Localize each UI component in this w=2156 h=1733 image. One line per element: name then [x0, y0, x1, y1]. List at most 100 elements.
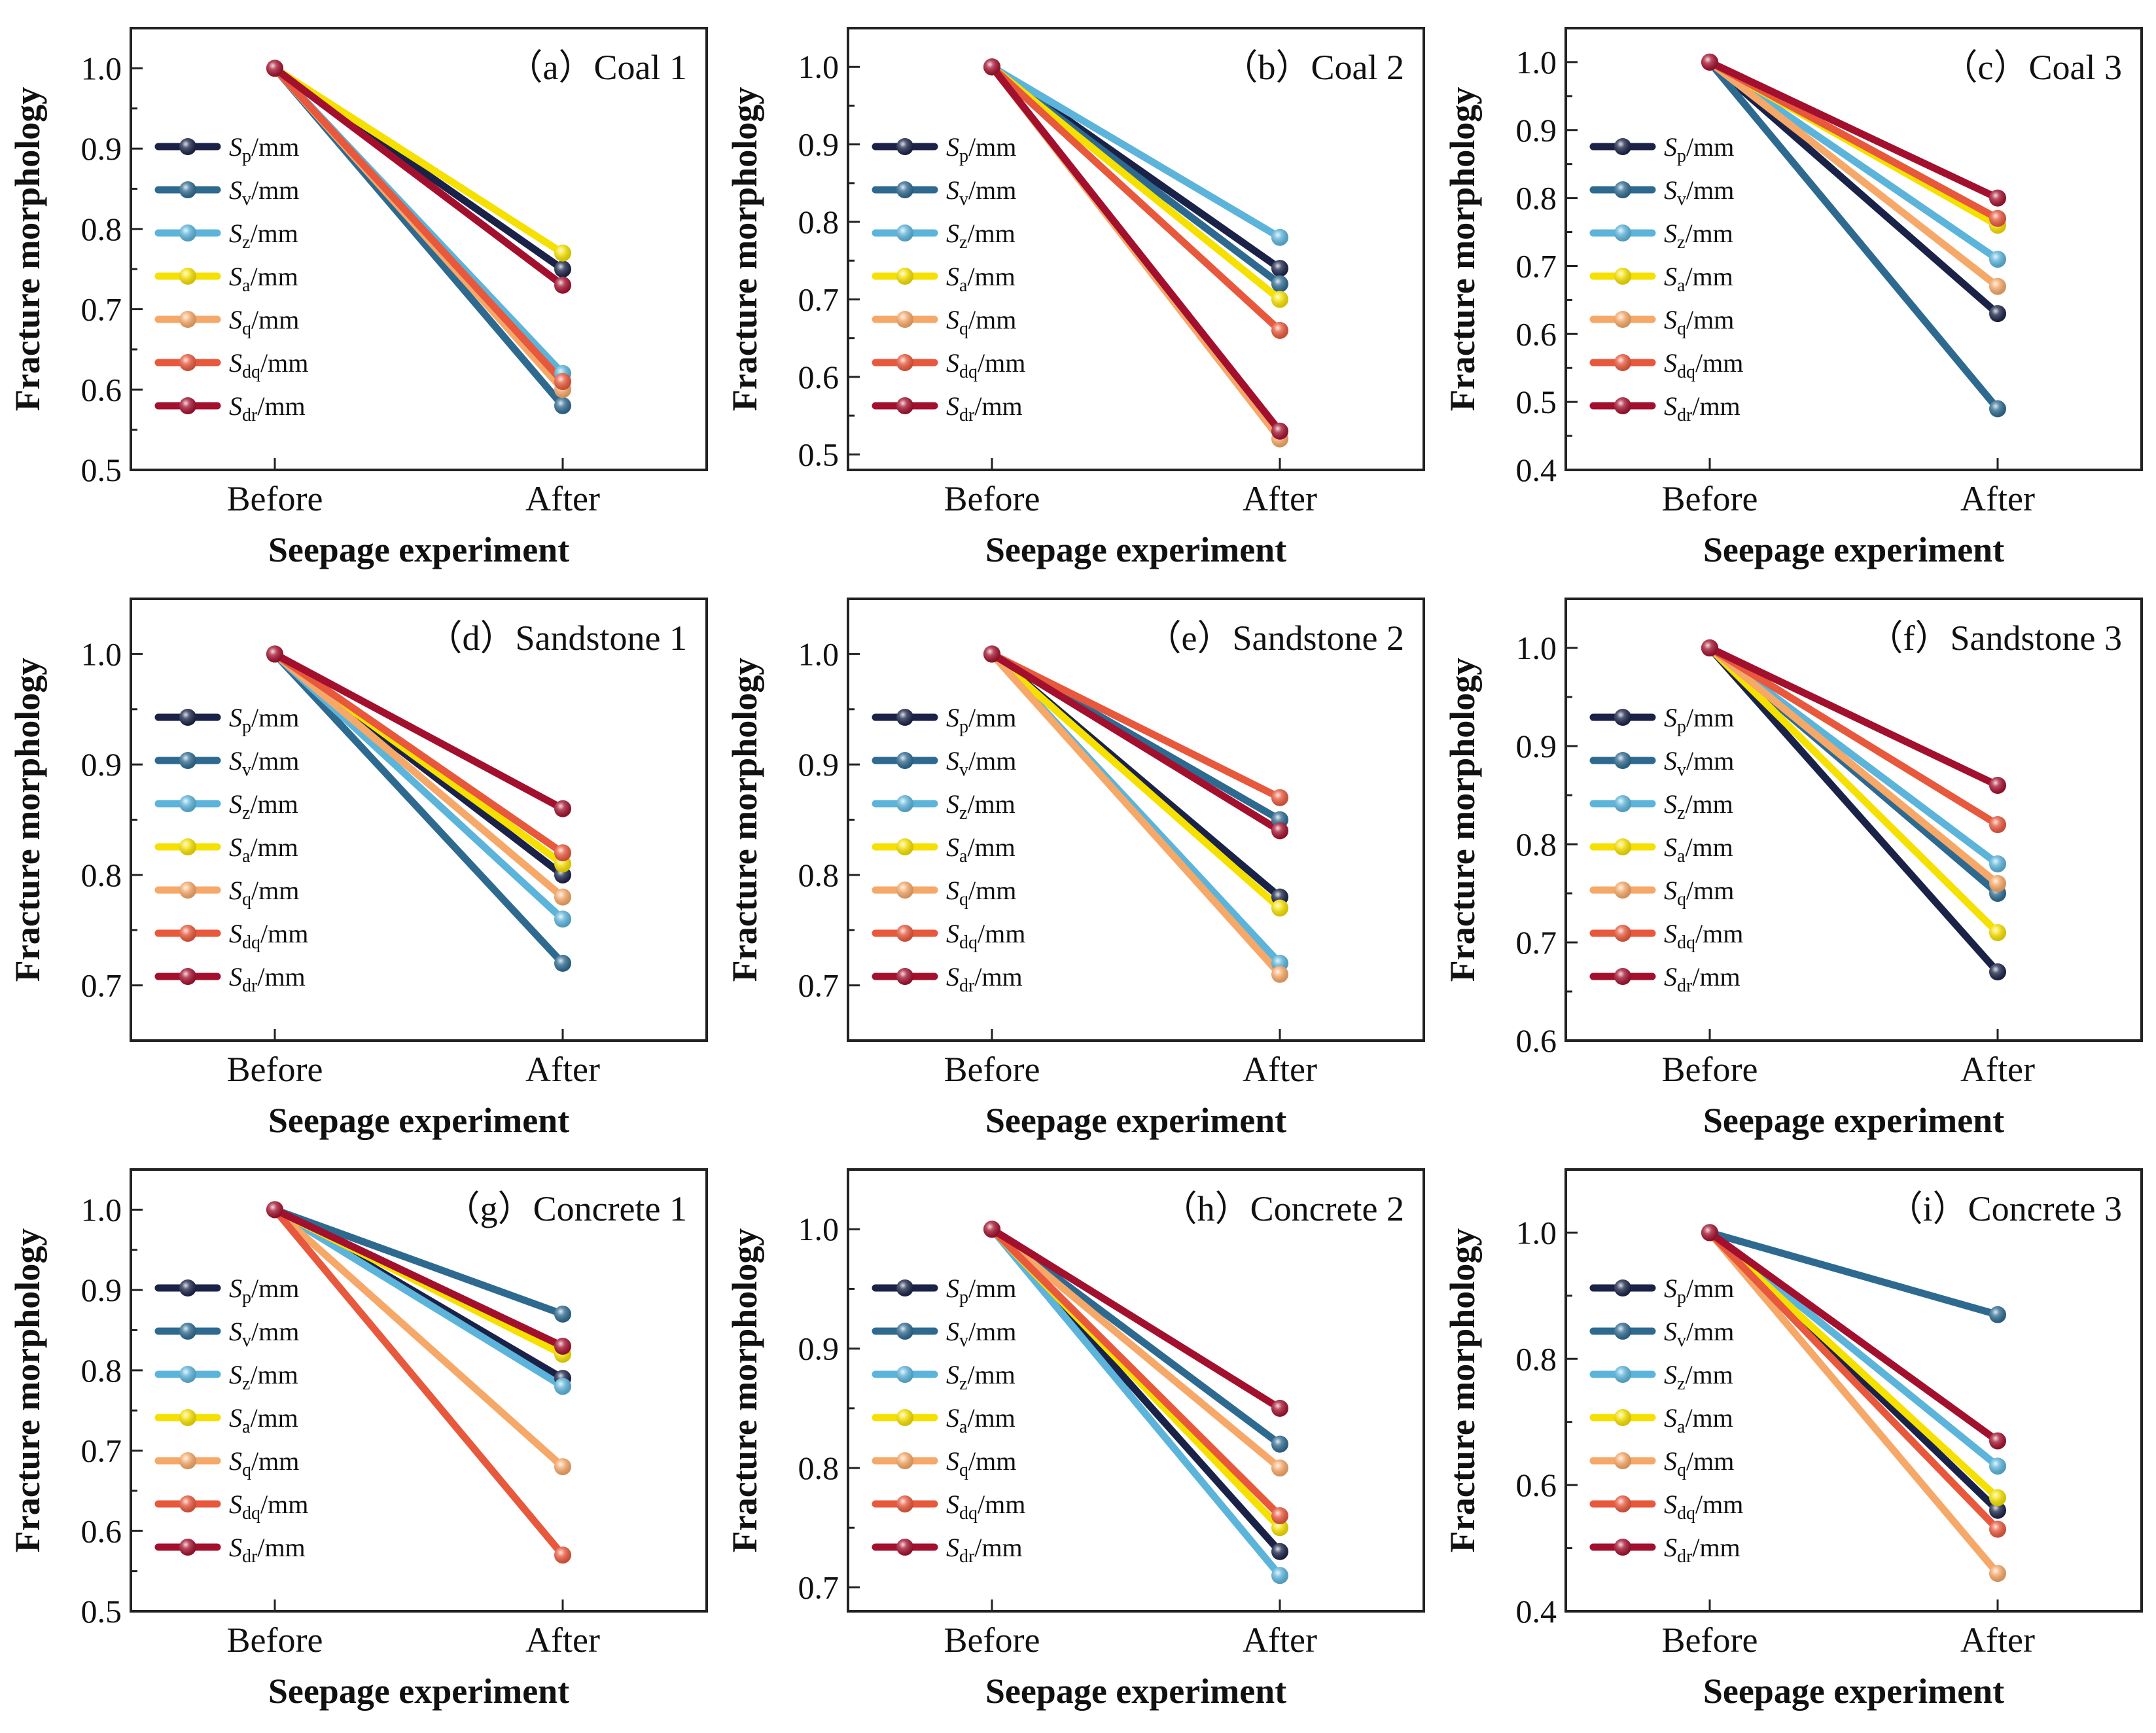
series-line-Sdr [1706, 644, 2002, 789]
panel-title: （b）Coal 2 [1223, 48, 1405, 87]
data-point-shine [554, 1338, 571, 1355]
x-axis-title: Seepage experiment [985, 530, 1286, 569]
y-tick-label: 0.8 [81, 857, 122, 893]
series-line-Sdq [1706, 1228, 2002, 1533]
legend-label-Sa: Sa/mm [229, 262, 298, 296]
data-point-shine [1271, 228, 1288, 246]
y-tick-label: 0.8 [1516, 1340, 1557, 1377]
legend-marker-shine [179, 1539, 196, 1556]
legend-marker-shine [896, 224, 913, 241]
x-axis-title: Seepage experiment [1703, 530, 2004, 569]
legend-label-Sq: Sq/mm [946, 305, 1016, 339]
series-line-Sdr [988, 650, 1284, 834]
y-tick-label: 1.0 [798, 1211, 839, 1247]
y-tick-label: 0.5 [798, 436, 839, 473]
y-tick-label: 0.8 [798, 857, 839, 893]
data-point-shine [554, 397, 571, 414]
plot-frame [130, 1168, 708, 1613]
legend-marker-shine [1614, 1452, 1631, 1469]
y-tick-label: 0.9 [798, 126, 839, 163]
y-tick-label: 1.0 [81, 1191, 122, 1228]
series-line-Sa [988, 650, 1284, 912]
legend-label-Sq: Sq/mm [229, 305, 299, 339]
legend-marker-shine [896, 1452, 913, 1469]
x-category-label: After [1960, 1620, 2035, 1660]
series-line-Sdq [988, 63, 1284, 334]
series-group [1701, 1224, 2006, 1582]
data-point-shine [554, 373, 571, 390]
data-point-shine [554, 1546, 571, 1564]
legend-label-Sq: Sq/mm [229, 876, 299, 910]
legend-label-Sdr: Sdr/mm [946, 391, 1023, 425]
series-line-Sdr [271, 64, 567, 289]
panel-title: （a）Coal 1 [508, 48, 687, 87]
data-point-shine [1989, 963, 2006, 980]
data-point-shine [1701, 639, 1718, 656]
series-line-Sv [1706, 58, 2002, 413]
series-line-Sdr [271, 1206, 567, 1350]
panel-4: 0.7 0.8 0.9 1.0 Before After Seepage experimen… [8, 598, 708, 1140]
legend-marker-shine [179, 181, 196, 198]
x-category-label: After [1243, 479, 1317, 518]
legend-label-Sdr: Sdr/mm [946, 962, 1023, 996]
plot-frame [130, 27, 708, 471]
data-point-shine [1271, 1567, 1288, 1584]
legend-marker-shine [896, 268, 913, 285]
data-point-shine [1271, 291, 1288, 308]
x-category-label: After [1243, 1620, 1317, 1660]
legend-label-Sv: Sv/mm [1664, 175, 1734, 209]
panel-1: 0.5 0.6 0.7 0.8 0.9 1.0 Before After Seepage exp… [8, 27, 708, 569]
legend-label-Sdr: Sdr/mm [946, 1533, 1023, 1567]
data-point-shine [1271, 275, 1288, 293]
plot-frame [1564, 27, 2143, 471]
panel-title: （i）Concrete 3 [1888, 1189, 2122, 1228]
legend-label-Sdq: Sdq/mm [946, 919, 1025, 953]
x-category-label: Before [944, 1620, 1040, 1660]
legend-label-Sdq: Sdq/mm [946, 348, 1025, 382]
series-line-Sz [988, 63, 1284, 241]
legend-label-Sp: Sp/mm [1664, 1274, 1734, 1308]
data-point-shine [1989, 1520, 2006, 1538]
legend: Sp/mm Sv/mm Sz/mm Sa/mm Sq/mm Sdq/mm Sdr/mm [1589, 703, 1743, 996]
legend-marker-shine [1614, 709, 1631, 726]
legend: Sp/mm Sv/mm Sz/mm Sa/mm Sq/mm Sdq/mm Sdr/mm [154, 1274, 308, 1567]
legend-marker-shine [179, 882, 196, 899]
data-point-shine [1989, 855, 2006, 872]
series-line-Sdq [271, 650, 567, 857]
data-point-shine [554, 1458, 571, 1476]
legend-marker-shine [896, 752, 913, 769]
legend-label-Sa: Sa/mm [946, 1403, 1016, 1437]
y-tick-label: 1.0 [81, 635, 122, 672]
plot-frame [1564, 598, 2143, 1042]
legend-label-Sv: Sv/mm [946, 746, 1016, 780]
legend-marker-shine [1614, 968, 1631, 985]
legend-marker-shine [179, 925, 196, 942]
y-tick-label: 0.9 [798, 1331, 839, 1367]
legend: Sp/mm Sv/mm Sz/mm Sa/mm Sq/mm Sdq/mm Sdr/mm [1589, 132, 1743, 425]
data-point-shine [1989, 209, 2006, 227]
data-point-shine [1271, 1435, 1288, 1453]
legend-label-Sz: Sz/mm [229, 219, 298, 253]
data-point-shine [1271, 1459, 1288, 1477]
x-category-label: Before [227, 1620, 323, 1660]
legend-label-Sz: Sz/mm [946, 789, 1016, 823]
legend-marker-shine [1614, 354, 1631, 371]
series-line-Sdr [988, 63, 1284, 435]
legend-label-Sp: Sp/mm [1664, 703, 1734, 737]
legend-marker-shine [896, 1409, 913, 1426]
legend-label-Sa: Sa/mm [229, 1403, 298, 1437]
legend-marker-shine [1614, 838, 1631, 855]
series-line-Sdq [1706, 644, 2002, 829]
legend: Sp/mm Sv/mm Sz/mm Sa/mm Sq/mm Sdq/mm Sdr/mm [154, 132, 308, 425]
legend-label-Sz: Sz/mm [1664, 219, 1733, 253]
legend-label-Sdq: Sdq/mm [1664, 919, 1743, 953]
series-group [983, 58, 1288, 448]
legend-label-Sz: Sz/mm [1664, 1360, 1733, 1394]
data-point-shine [1989, 305, 2006, 323]
data-point-shine [1989, 875, 2006, 892]
x-category-label: Before [227, 1050, 323, 1089]
legend-marker-shine [896, 838, 913, 855]
data-point-shine [1989, 1501, 2006, 1519]
legend-marker-shine [1614, 224, 1631, 241]
legend-marker-shine [179, 397, 196, 414]
